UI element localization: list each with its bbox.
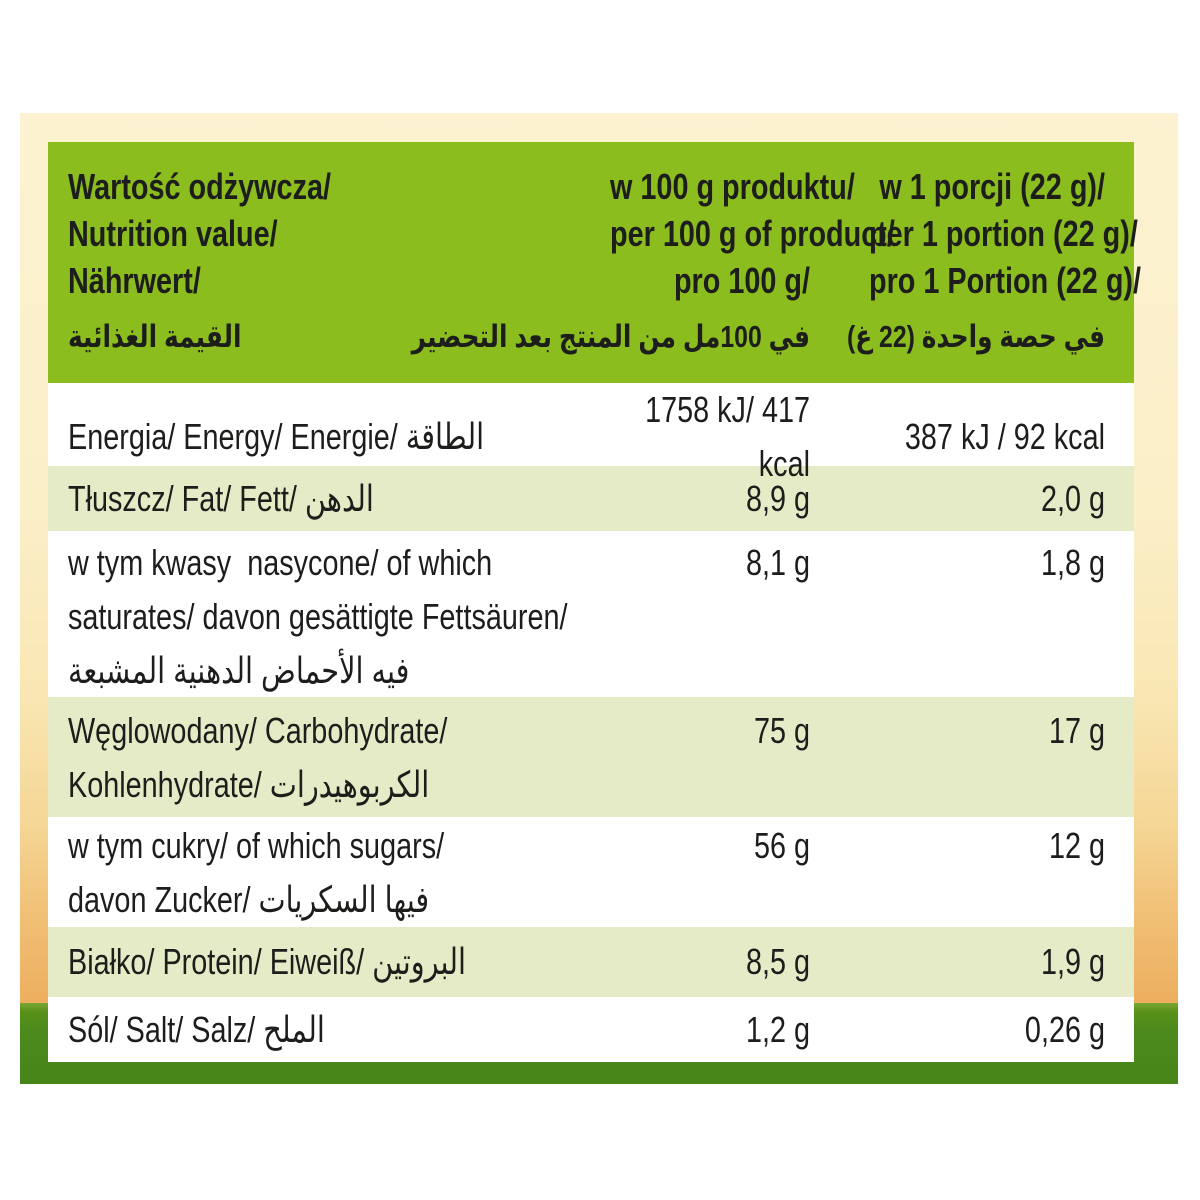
per-100g-value: 1758 kJ/ 417 kcal (645, 389, 810, 484)
per-portion-value: 12 g (1048, 825, 1105, 866)
per-portion-value: 1,8 g (1040, 542, 1105, 583)
header-line-de: Nährwert/ (68, 260, 201, 301)
row-label-line: Tłuszcz/ Fat/ Fett/ الدهن (68, 477, 374, 519)
row-label: Węglowodany/ Carbohydrate/ Kohlenhydrate… (68, 704, 462, 812)
table-row-carbohydrate: Węglowodany/ Carbohydrate/ Kohlenhydrate… (48, 697, 1134, 817)
row-label-line: Sól/ Salt/ Salz/ الملح (68, 1008, 325, 1050)
row-label: Białko/ Protein/ Eiweiß/ البروتين (68, 935, 467, 989)
header-line-de: pro 1 Portion (22 g)/ (869, 260, 1142, 301)
per-portion-value: 387 kJ / 92 kcal (904, 416, 1105, 457)
header-line-de: pro 100 g/ (673, 260, 810, 301)
per-100g-value: 75 g (753, 710, 810, 751)
row-label: Energia/ Energy/ Energie/ الطاقة (68, 410, 485, 464)
row-label-line: Białko/ Protein/ Eiweiß/ البروتين (68, 941, 467, 982)
per-portion-value: 2,0 g (1040, 477, 1105, 519)
table-header: Wartość odżywcza/ Nutrition value/ Nährw… (48, 142, 1142, 383)
row-label-line: Węglowodany/ Carbohydrate/ (68, 710, 448, 751)
row-label-line-ar: فيه الأحماض الدهنية المشبعة (68, 650, 410, 691)
header-per-portion: w 1 porcji (22 g)/ per 1 portion (22 g)/… (846, 163, 1142, 358)
header-line-en: Nutrition value/ (68, 213, 278, 254)
header-line-pl: w 1 porcji (22 g)/ (879, 166, 1105, 207)
per-portion-value: 17 g (1048, 710, 1105, 751)
row-label: Tłuszcz/ Fat/ Fett/ الدهن (68, 472, 462, 526)
header-line-en: per 1 portion (22 g)/ (869, 213, 1138, 254)
table-row-energy: Energia/ Energy/ Energie/ الطاقة 1758 kJ… (48, 383, 1134, 484)
row-label-line: davon Zucker/ فيها السكريات (68, 879, 430, 920)
row-label: Sól/ Salt/ Salz/ الملح (68, 1003, 462, 1057)
per-100g-value: 56 g (753, 825, 810, 866)
table-row-protein: Białko/ Protein/ Eiweiß/ البروتين 8,5 g … (48, 927, 1134, 997)
table-row-sugars: w tym cukry/ of which sugars/ davon Zuck… (48, 817, 1134, 927)
table-row-saturates: w tym kwasy nasycone/ of which saturates… (48, 531, 1134, 697)
header-nutrition-value: Wartość odżywcza/ Nutrition value/ Nährw… (68, 163, 462, 358)
per-100g-value: 1,2 g (745, 1008, 810, 1050)
header-line-en: per 100 g of product/ (610, 213, 895, 254)
row-label: w tym kwasy nasycone/ of which saturates… (68, 536, 568, 698)
header-line-ar: في حصة واحدة (22 غ) (846, 319, 1105, 354)
row-label-line: w tym kwasy nasycone/ of which (68, 542, 493, 583)
row-label-line: w tym cukry/ of which sugars/ (68, 825, 445, 866)
nutrition-table: Wartość odżywcza/ Nutrition value/ Nährw… (48, 142, 1142, 1062)
row-label-line: Energia/ Energy/ Energie/ الطاقة (68, 416, 485, 457)
header-line-pl: w 100 g produktu/ (610, 166, 855, 207)
per-portion-value: 0,26 g (1024, 1008, 1105, 1050)
header-line-ar: القيمة الغذائية (68, 319, 242, 354)
table-row-salt: Sól/ Salt/ Salz/ الملح 1,2 g 0,26 g (48, 997, 1134, 1062)
table-row-fat: Tłuszcz/ Fat/ Fett/ الدهن 8,9 g 2,0 g (48, 466, 1134, 531)
per-portion-value: 1,9 g (1040, 941, 1105, 982)
header-line-pl: Wartość odżywcza/ (68, 166, 331, 207)
row-label-line: saturates/ davon gesättigte Fettsäuren/ (68, 596, 568, 637)
header-line-ar: في 100مل من المنتج بعد التحضير (411, 319, 810, 354)
row-label-line: Kohlenhydrate/ الكربوهيدرات (68, 764, 430, 805)
row-label: w tym cukry/ of which sugars/ davon Zuck… (68, 819, 462, 927)
per-100g-value: 8,5 g (745, 941, 810, 982)
header-per-100g: w 100 g produktu/ per 100 g of product/ … (411, 163, 895, 358)
per-100g-value: 8,1 g (745, 542, 810, 583)
per-100g-value: 8,9 g (745, 477, 810, 519)
